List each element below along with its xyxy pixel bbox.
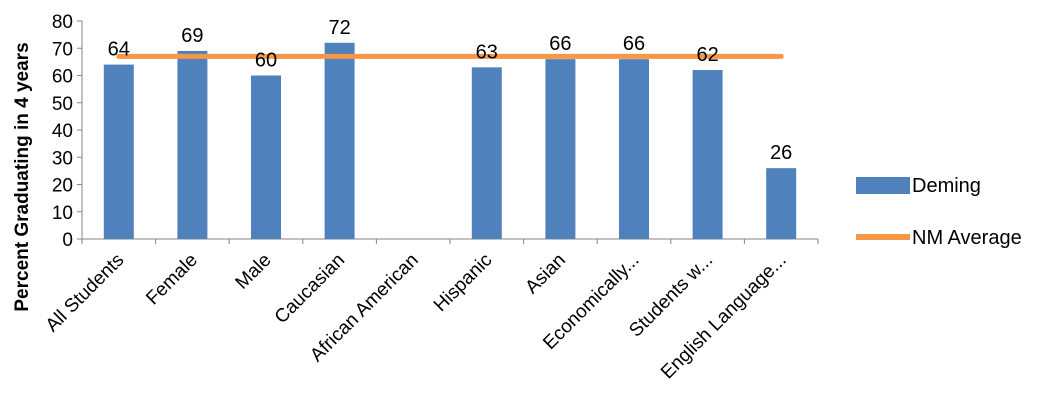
y-tick-label: 80: [52, 12, 73, 33]
data-label-economically: 66: [623, 33, 645, 55]
bar-male: [251, 75, 281, 239]
data-label-hispanic: 63: [476, 41, 498, 63]
legend: Deming NM Average: [856, 175, 1022, 249]
bar-female: [177, 50, 208, 239]
legend-label-nm-average: NM Average: [912, 227, 1022, 249]
x-tick-label-asian: Asian: [521, 250, 569, 298]
y-ticks: 0 10 20 30 40 50 60 70 80: [52, 12, 82, 251]
bar-caucasian: [324, 42, 355, 239]
data-label-asian: 66: [549, 33, 571, 55]
y-tick-label: 50: [52, 94, 73, 115]
data-label-caucasian: 72: [328, 17, 350, 39]
data-labels: 64 69 60 72 63 66 66 62 26: [108, 17, 793, 164]
x-tick-label-male: Male: [232, 250, 276, 294]
data-label-all-students: 64: [108, 39, 130, 61]
x-tick-label-hispanic: Hispanic: [430, 250, 496, 316]
bar-english-language: [766, 168, 797, 239]
y-axis-title: Percent Graduating in 4 years: [12, 42, 33, 311]
x-tick-label-caucasian: Caucasian: [271, 250, 349, 328]
x-tick-label-all-students: All Students: [42, 250, 129, 337]
y-axis-title-group: Percent Graduating in 4 years: [12, 42, 33, 311]
y-tick-label: 30: [52, 148, 73, 169]
y-tick-label: 60: [52, 67, 73, 88]
bar-hispanic: [471, 67, 502, 239]
data-label-english-language: 26: [770, 142, 792, 164]
y-tick-label: 0: [62, 230, 73, 251]
y-tick-label: 70: [52, 39, 73, 60]
y-tick-label: 10: [52, 203, 73, 224]
bars: [103, 42, 797, 240]
y-tick-label: 20: [52, 176, 73, 197]
legend-swatch-deming: [856, 177, 910, 194]
bar-all-students: [103, 64, 134, 239]
data-label-male: 60: [255, 50, 277, 72]
legend-label-deming: Deming: [912, 175, 981, 197]
bar-asian: [545, 59, 576, 240]
bar-economically: [619, 59, 649, 240]
x-tick-label-female: Female: [142, 250, 202, 310]
bar-students-w: [692, 70, 723, 239]
data-label-students-w: 62: [696, 44, 718, 66]
y-tick-label: 40: [52, 121, 73, 142]
x-tick-label-english-language: English Language...: [657, 250, 791, 384]
data-label-female: 69: [181, 25, 203, 47]
